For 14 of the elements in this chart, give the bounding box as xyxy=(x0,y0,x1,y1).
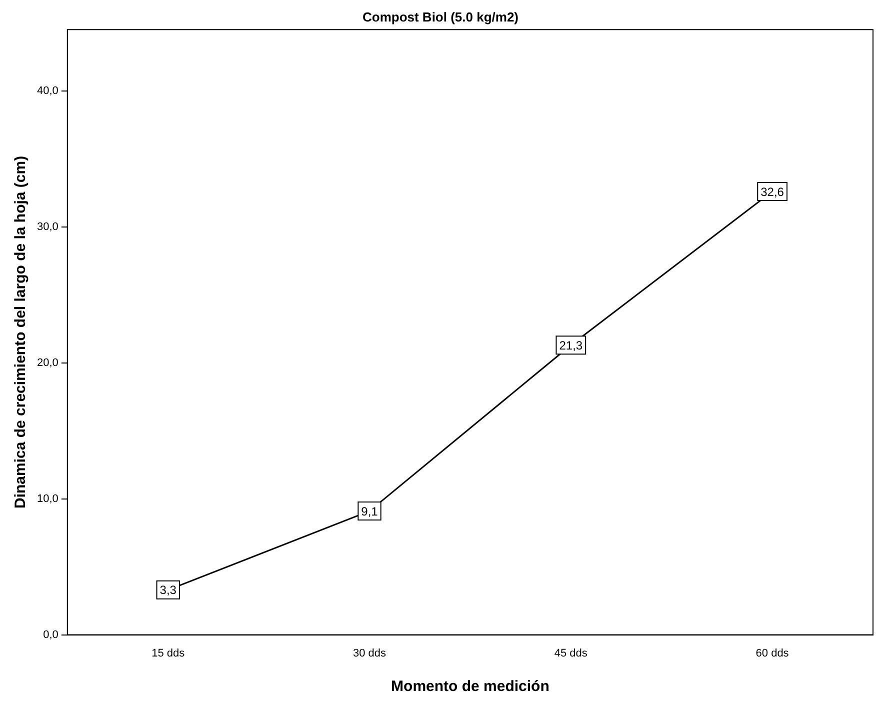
data-label: 9,1 xyxy=(361,504,378,518)
y-tick-label: 10,0 xyxy=(36,492,58,505)
y-tick-label: 40,0 xyxy=(36,84,58,97)
x-axis-title: Momento de medición xyxy=(391,678,550,696)
y-tick-label: 30,0 xyxy=(36,220,58,233)
x-tick-label: 45 dds xyxy=(554,647,588,660)
y-axis-title: Dinamica de crecimiento del largo de la hoja (cm) xyxy=(12,156,30,509)
x-tick-label: 30 dds xyxy=(352,647,387,660)
y-tick-label: 0,0 xyxy=(43,628,58,641)
chart-title: Compost Biol (5.0 kg/m2) xyxy=(362,9,519,24)
x-tick-label: 15 dds xyxy=(152,647,186,660)
y-tick-label: 20,0 xyxy=(36,356,58,369)
data-label: 3,3 xyxy=(160,583,177,598)
x-tick-label: 60 dds xyxy=(756,647,790,660)
